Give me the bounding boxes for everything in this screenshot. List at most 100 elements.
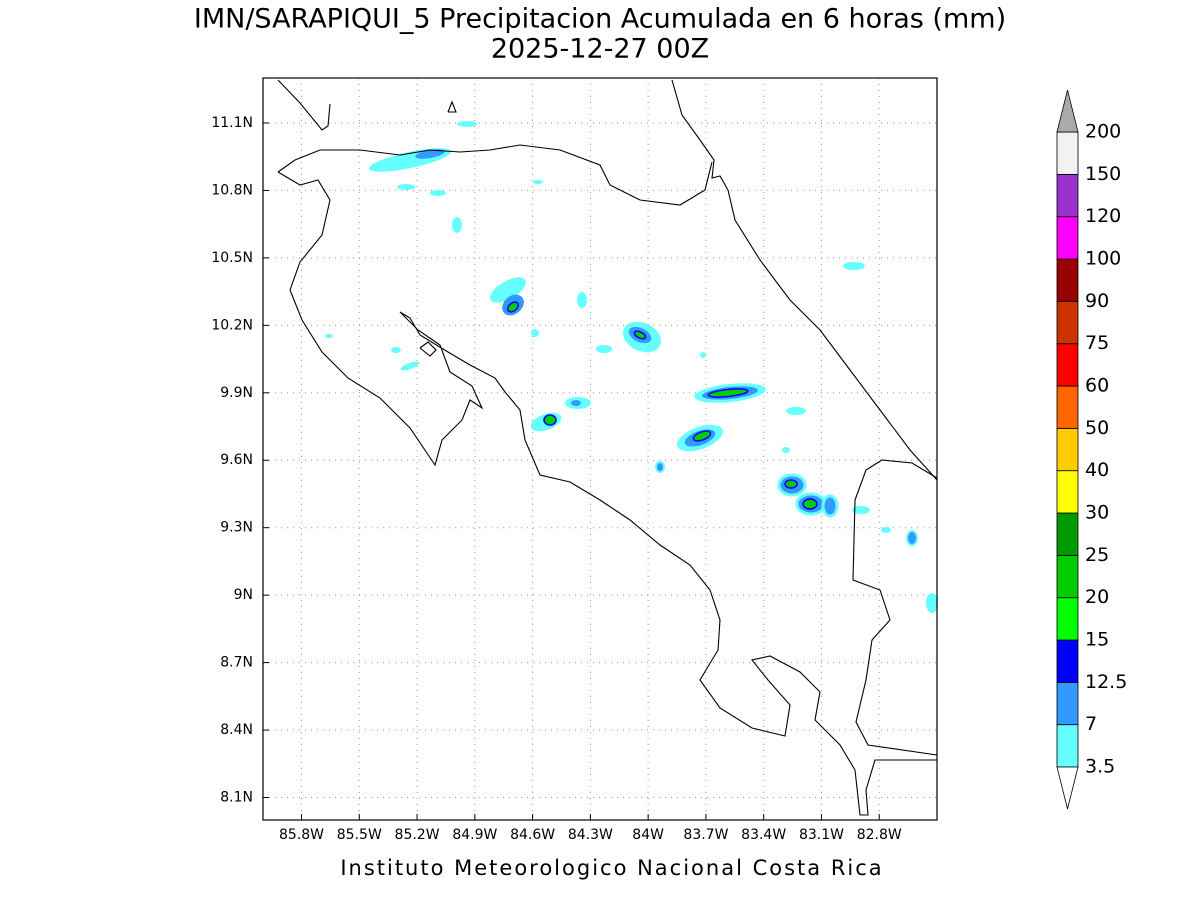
y-tick-label: 10.8N <box>211 182 253 198</box>
x-tick-label: 84.3W <box>568 827 613 843</box>
y-tick-label: 9.3N <box>220 520 253 536</box>
colorbar-label: 15 <box>1085 629 1109 651</box>
coastline <box>852 459 938 756</box>
x-tick-label: 83.7W <box>683 827 728 843</box>
rain-area <box>506 301 520 313</box>
rain-area <box>430 190 446 196</box>
coastline <box>419 341 437 357</box>
x-tick-label: 85.5W <box>337 827 382 843</box>
rain-area <box>786 407 806 415</box>
y-tick-label: 9.9N <box>220 385 253 401</box>
rain-area <box>906 530 918 546</box>
rain-area <box>325 334 333 338</box>
colorbar-box <box>1056 427 1079 472</box>
rain-area <box>457 121 477 127</box>
coastline <box>277 171 937 816</box>
colorbar-label: 60 <box>1085 375 1109 397</box>
x-tick-label: 83.4W <box>741 827 786 843</box>
rain-area <box>881 527 891 533</box>
colorbar-box <box>1056 554 1079 599</box>
colorbar-box <box>1056 639 1079 683</box>
rain-area <box>490 277 526 303</box>
rain-area <box>692 430 712 442</box>
rain-area <box>415 149 445 159</box>
colorbar-box <box>1056 681 1079 726</box>
y-tick-label: 9N <box>234 587 253 603</box>
colorbar-box <box>1056 385 1079 429</box>
coastline <box>277 144 713 206</box>
rain-area <box>802 498 818 510</box>
footer: Instituto Meteorologico Nacional Costa R… <box>340 856 883 880</box>
rain-area <box>852 506 870 514</box>
colorbar-box <box>1056 216 1079 260</box>
colorbar-label: 150 <box>1085 163 1121 185</box>
rain-area <box>543 414 557 426</box>
rain-area <box>391 347 401 353</box>
colorbar-label: 30 <box>1085 502 1109 524</box>
x-tick-label: 85.2W <box>395 827 440 843</box>
x-tick-label: 83.1W <box>799 827 844 843</box>
colorbar-label: 50 <box>1085 417 1109 439</box>
colorbar-label: 200 <box>1085 121 1121 143</box>
coastline <box>277 79 938 816</box>
colorbar-box <box>1056 512 1079 556</box>
colorbar-box <box>1056 258 1079 302</box>
colorbar-label: 40 <box>1085 459 1109 481</box>
rain-area <box>577 292 587 308</box>
colorbar-label: 75 <box>1085 332 1109 354</box>
colorbar-label: 3.5 <box>1085 756 1115 778</box>
coastline <box>277 79 331 131</box>
colorbar-label: 7 <box>1085 713 1097 735</box>
colorbar-label: 100 <box>1085 248 1121 270</box>
colorbar-label: 90 <box>1085 290 1109 312</box>
rain-area <box>452 217 462 233</box>
coastline <box>671 79 729 191</box>
title: IMN/SARAPIQUI_5 Precipitacion Acumulada … <box>194 4 1006 35</box>
rain-area <box>531 329 539 337</box>
y-tick-label: 8.7N <box>220 655 253 671</box>
rain-area <box>782 447 790 453</box>
y-tick-label: 8.4N <box>220 722 253 738</box>
rain-area <box>533 180 543 184</box>
colorbar-box <box>1056 300 1079 345</box>
colorbar-box <box>1056 131 1079 175</box>
y-tick-label: 10.2N <box>211 317 253 333</box>
precipitation <box>325 121 938 613</box>
colorbar-label: 12.5 <box>1085 671 1127 693</box>
rain-area <box>843 262 865 270</box>
grid <box>263 78 937 820</box>
y-tick-label: 11.1N <box>211 115 253 131</box>
x-tick-label: 84.6W <box>510 827 555 843</box>
rain-area <box>700 352 706 358</box>
colorbar: 3.5 7 12.5 15 20 25 30 40 50 60 75 90 100 120 150 200 <box>1056 89 1127 810</box>
colorbar-box <box>1056 173 1079 218</box>
x-tick-label: 82.8W <box>857 827 902 843</box>
colorbar-box <box>1056 724 1079 768</box>
colorbar-box <box>1056 597 1079 641</box>
subtitle: 2025-12-27 00Z <box>491 34 709 65</box>
colorbar-label: 25 <box>1085 544 1109 566</box>
rain-area <box>571 400 581 406</box>
rain-area <box>655 461 665 473</box>
axes: 85.8W 85.5W 85.2W 84.9W 84.6W 84.3W 84W 83.7W 83… <box>211 115 902 843</box>
y-tick-label: 10.5N <box>211 250 253 266</box>
coastline <box>447 100 457 113</box>
rain-area <box>821 494 839 518</box>
y-tick-label: 9.6N <box>220 452 253 468</box>
coastline <box>727 189 938 481</box>
rain-area <box>397 184 415 190</box>
rain-area <box>707 388 749 398</box>
x-tick-label: 84W <box>632 827 664 843</box>
colorbar-label: 20 <box>1085 586 1109 608</box>
colorbar-box <box>1056 343 1079 387</box>
rain-area <box>400 361 420 371</box>
rain-area <box>596 345 612 353</box>
x-tick-label: 84.9W <box>452 827 497 843</box>
colorbar-label: 120 <box>1085 205 1121 227</box>
colorbar-box <box>1056 470 1079 514</box>
rain-area <box>926 593 938 613</box>
y-tick-label: 8.1N <box>220 790 253 806</box>
rain-area <box>784 479 798 489</box>
